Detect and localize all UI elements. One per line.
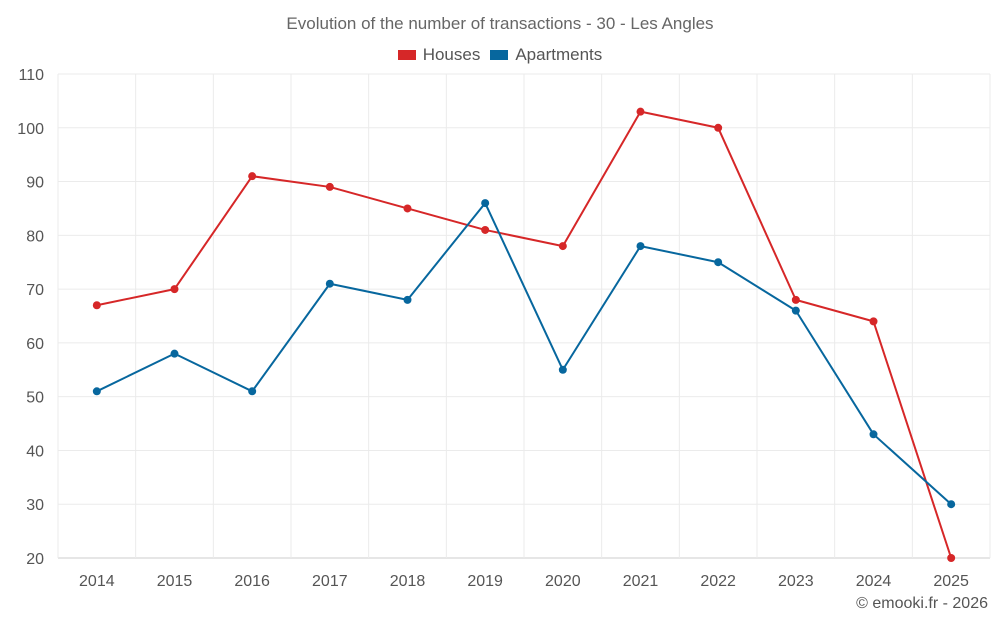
x-tick-label: 2019 (467, 573, 503, 590)
data-point-apartments (403, 295, 412, 304)
legend-label-houses: Houses (422, 45, 481, 64)
data-point-houses (636, 107, 645, 116)
legend-item-houses[interactable]: Houses (397, 45, 481, 65)
data-point-houses (325, 182, 334, 191)
x-tick-label: 2023 (778, 573, 814, 590)
data-point-apartments (481, 199, 490, 208)
legend-item-apartments[interactable]: Apartments (490, 45, 602, 65)
x-tick-label: 2020 (545, 573, 581, 590)
data-point-apartments (714, 258, 723, 267)
data-point-houses (92, 301, 101, 310)
x-tick-label: 2014 (79, 573, 115, 590)
chart-title: Evolution of the number of transactions … (286, 14, 714, 33)
x-tick-label: 2021 (623, 573, 659, 590)
y-tick-label: 50 (26, 390, 44, 407)
y-tick-label: 70 (26, 282, 44, 299)
data-point-houses (558, 242, 567, 251)
legend-swatch-houses (397, 50, 416, 60)
data-point-apartments (248, 387, 257, 396)
y-tick-label: 40 (26, 443, 44, 460)
y-tick-label: 100 (17, 121, 44, 138)
data-point-apartments (92, 387, 101, 396)
y-tick-label: 110 (18, 67, 44, 84)
data-point-apartments (170, 349, 179, 358)
copyright-notice: © emooki.fr - 2026 (856, 595, 988, 612)
series-line-apartments (96, 202, 952, 505)
legend-swatch-apartments (490, 50, 509, 60)
x-tick-label: 2015 (157, 573, 193, 590)
legend-label-apartments: Apartments (515, 45, 603, 64)
y-tick-label: 20 (26, 551, 44, 568)
data-point-apartments (869, 430, 878, 439)
data-point-houses (869, 317, 878, 326)
legend: Houses Apartments (0, 45, 1000, 65)
data-point-houses (170, 285, 179, 294)
data-point-houses (481, 225, 490, 234)
y-tick-label: 80 (26, 228, 44, 245)
x-tick-label: 2017 (312, 573, 348, 590)
y-tick-label: 90 (26, 175, 44, 192)
data-point-houses (403, 204, 412, 213)
x-tick-label: 2025 (933, 573, 969, 590)
y-tick-label: 30 (26, 497, 44, 514)
y-tick-label: 60 (26, 336, 44, 353)
x-tick-label: 2016 (234, 573, 270, 590)
x-tick-label: 2018 (390, 573, 426, 590)
data-point-apartments (558, 365, 567, 374)
data-point-apartments (325, 279, 334, 288)
x-tick-label: 2024 (856, 573, 892, 590)
x-tick-label: 2022 (700, 573, 736, 590)
data-point-houses (791, 295, 800, 304)
data-point-apartments (947, 500, 956, 509)
data-point-houses (248, 172, 257, 181)
data-point-apartments (791, 306, 800, 315)
series-line-houses (96, 110, 953, 559)
data-point-houses (714, 123, 723, 132)
data-point-houses (947, 554, 956, 562)
data-point-apartments (636, 242, 645, 251)
